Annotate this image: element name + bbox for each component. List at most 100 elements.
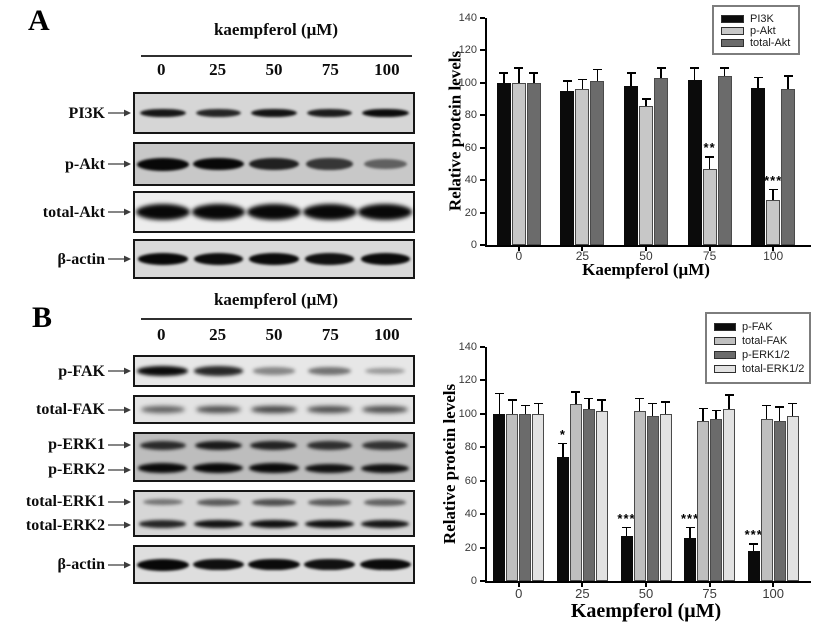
error-bar-cap [749,543,759,545]
legend-entry-total-Akt: total-Akt [721,37,791,49]
bar-total-FAK-50 [633,410,646,581]
error-bar-line [645,99,647,106]
blot-b-row-arrows [108,355,132,387]
error-bar-cap [533,402,543,405]
y-tick-mark [480,211,485,214]
y-tick-mark [480,479,485,482]
error-bar-cap [661,401,670,403]
blot-b-lane-label-50: 50 [265,325,283,344]
bar-p-FAK-100 [747,550,760,581]
blot-b-row-labels: p-FAK [0,355,105,387]
arrow-right-icon [108,466,131,473]
blot-a-band-lane100 [363,158,407,170]
bar-PI3K-25 [560,90,575,245]
legend-swatch-p-FAK [714,323,736,331]
y-axis [485,18,487,247]
y-tick-label: 20 [464,541,477,554]
blot-a-row-labels: p-Akt [0,142,105,186]
blot-b-row-arrows [108,545,132,584]
x-axis [485,581,811,583]
blot-a-band-cell [135,157,191,171]
error-bar-line [791,403,794,416]
blot-b-band-cell [246,558,302,571]
y-tick-label: 0 [470,575,477,587]
y-tick-mark [480,49,485,52]
blot-b-treatment-header: kaempferol (μM) [213,290,339,309]
arrow-right-icon [108,498,131,506]
blot-b-band-lane75 [305,520,354,528]
bar-p-ERK1/2-0 [519,413,532,581]
y-tick-label: 100 [458,76,477,89]
blot-b-band-lane100 [359,558,411,571]
blot-b-band-line-0 [135,366,413,376]
blot-b-band-lane50 [253,367,295,375]
blot-b-protein-label: total-ERK2 [25,516,105,534]
arrow-right-icon [108,521,131,529]
legend-label: total-ERK1/2 [742,363,805,375]
blot-b-band-lane0 [138,463,188,474]
legend-swatch-total-ERK1/2 [714,365,736,373]
blot-b-protein-label: p-ERK1 [48,436,105,453]
blot-b-band-lane25 [193,366,243,376]
blot-a-row-arrows [108,92,132,134]
significance-marker: *** [617,510,636,526]
legend-swatch-p-Akt [721,27,744,35]
blot-b-band-cell [302,520,358,528]
error-bar-cap [558,442,568,445]
bar-p-Akt-0 [511,82,526,245]
blot-b-protein-label: p-ERK2 [48,461,105,478]
y-tick-label: 0 [470,239,477,251]
blot-b-band-cell [135,499,191,506]
blot-b-band-cell [302,440,358,450]
blot-a-band-cell [135,204,191,220]
significance-marker: *** [744,527,763,543]
blot-a-band-lane75 [305,253,354,265]
blot-b-row-labels: β-actin [0,545,105,584]
blot-b-band-cell [135,440,191,450]
error-bar-cap [499,72,509,74]
error-bar-line [664,402,667,414]
blot-b-band-cell [302,558,358,571]
y-tick-mark [480,546,485,549]
blot-a-protein-label: β-actin [57,250,105,268]
blot-a-lane-label-25: 25 [209,60,227,79]
blot-a-band-cell [357,253,413,265]
blot-b-protein-label: p-FAK [58,362,105,380]
blot-b-row-β-actin: β-actin [0,545,415,584]
error-bar-line [537,403,540,414]
blot-a-row-labels: β-actin [0,239,105,279]
blot-b-band-cell [191,520,247,528]
bar-p-Akt-25 [575,89,590,245]
error-bar-cap [529,72,539,74]
blot-b-band-line-1 [135,463,413,474]
blot-b-blot-box [133,432,415,482]
blot-a-band-lane100 [358,204,412,220]
y-tick-mark [480,114,485,117]
legend-swatch-total-FAK [714,337,736,345]
blot-b-band-cell [246,440,302,450]
blot-a-row-PI3K: PI3K [0,92,415,134]
blot-b-band-cell [191,463,247,474]
blot-b-row-labels: p-ERK1 p-ERK2 [0,432,105,482]
error-bar-cap [494,392,504,395]
x-tick-mark [772,583,775,587]
error-bar-cap [577,78,587,81]
blot-a-band-cell [357,108,413,118]
blot-b-band-lane100 [365,367,405,375]
arrow-right-icon [108,561,131,568]
bar-total-ERK1/2-0 [532,413,545,581]
legend-entry-p-ERK1/2: p-ERK1/2 [714,349,802,361]
bar-p-ERK1/2-25 [582,408,595,581]
error-bar-cap [626,72,636,74]
blot-b-row-arrows [108,432,132,482]
legend-label: p-Akt [750,25,776,37]
legend-label: p-FAK [742,321,773,333]
error-bar-line [689,527,691,538]
chart-legend: PI3K p-Akt total-Akt [712,5,800,55]
y-axis [485,347,487,583]
arrow-right-icon [108,367,131,375]
error-bar-cap [724,394,734,396]
blot-b-band-lane25 [197,499,240,506]
blot-a-protein-label: total-Akt [42,203,105,221]
blot-a-row-labels: PI3K [0,92,105,134]
